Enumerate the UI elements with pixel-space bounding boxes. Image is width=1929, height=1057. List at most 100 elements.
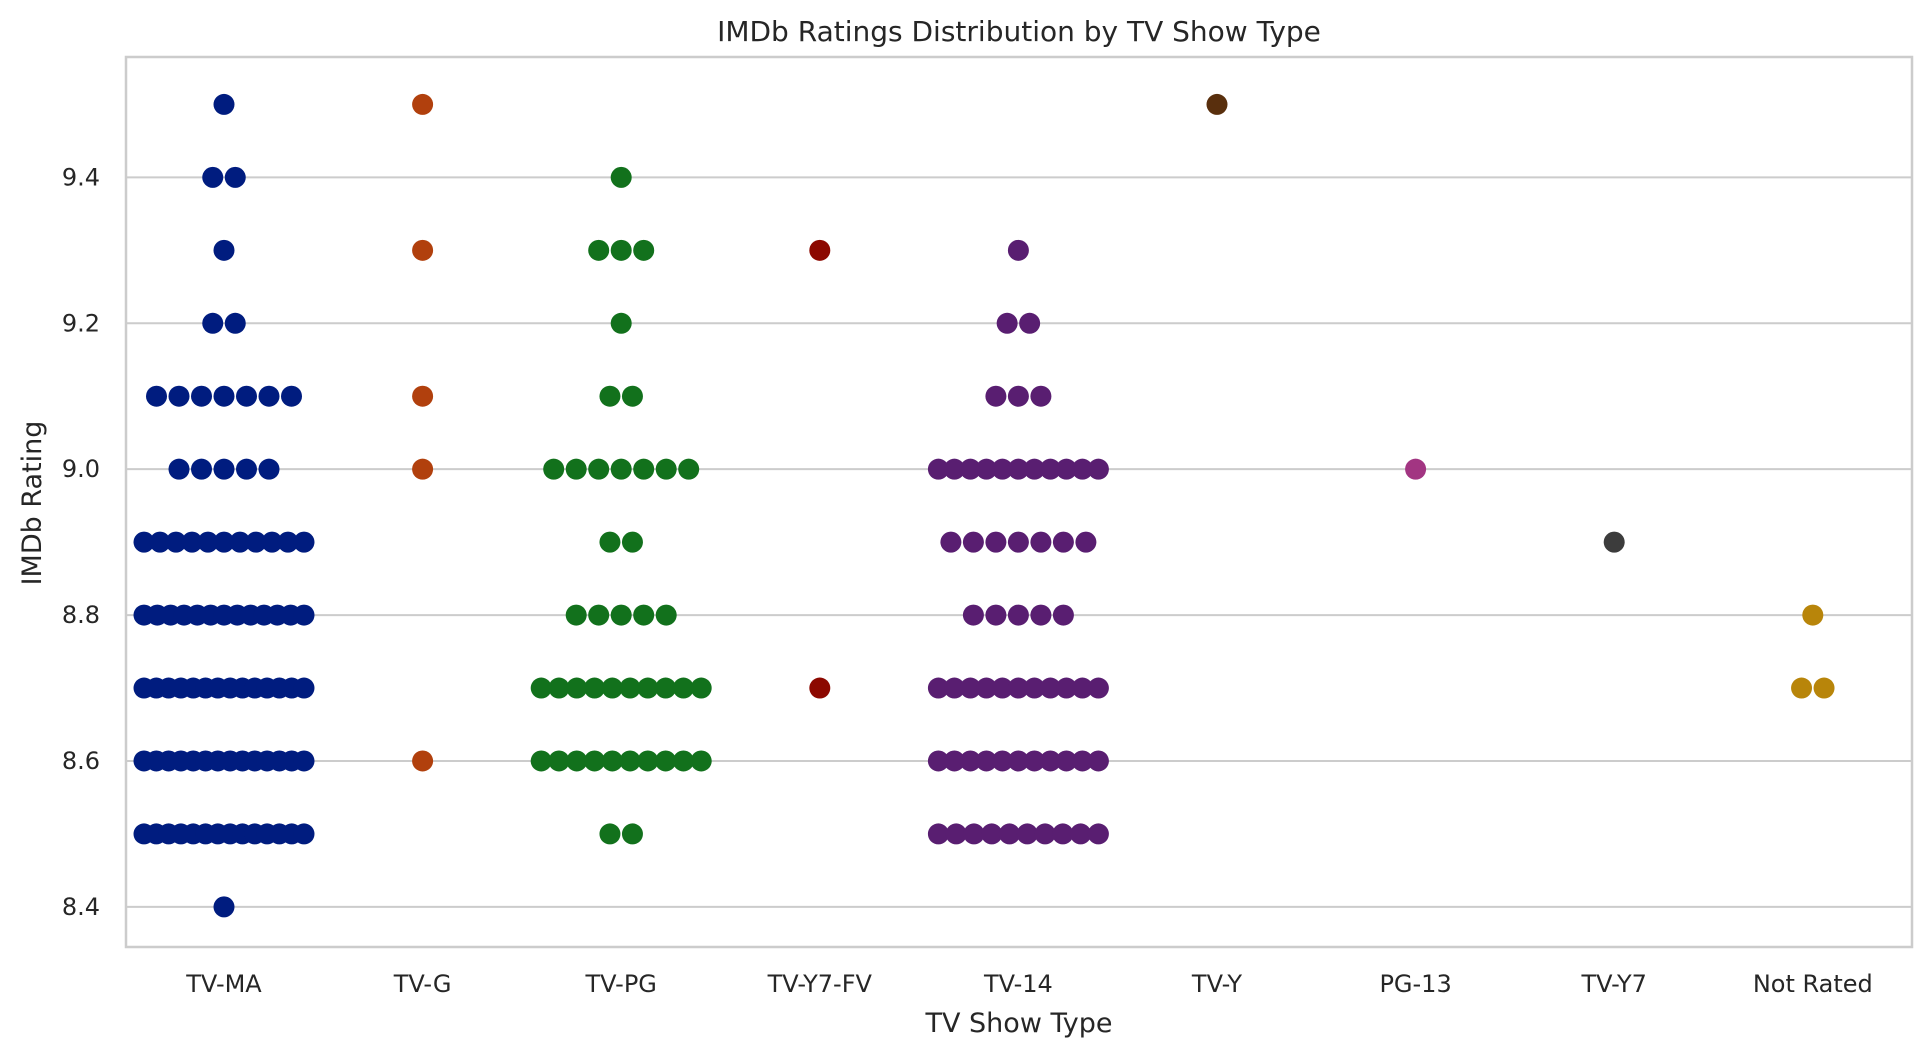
data-point <box>588 239 610 261</box>
y-tick-label: 9.4 <box>62 163 100 191</box>
data-point <box>213 896 235 918</box>
data-point <box>1052 531 1074 553</box>
data-point <box>1034 823 1056 845</box>
data-point <box>1055 458 1077 480</box>
plot-frame <box>124 55 1914 949</box>
data-point <box>945 823 967 845</box>
data-point <box>690 677 712 699</box>
data-point <box>655 677 677 699</box>
x-tick-label: TV-PG <box>584 970 656 998</box>
data-point <box>655 458 677 480</box>
data-point <box>261 531 283 553</box>
x-tick-label: TV-G <box>393 970 452 998</box>
x-tick-label: PG-13 <box>1379 970 1451 998</box>
data-point <box>1071 750 1093 772</box>
data-point <box>621 385 643 407</box>
data-point <box>168 458 190 480</box>
data-point <box>599 823 621 845</box>
data-point <box>1071 677 1093 699</box>
data-point <box>975 750 997 772</box>
data-point <box>191 458 212 480</box>
data-point <box>412 93 434 115</box>
chart-title: IMDb Ratings Distribution by TV Show Typ… <box>717 15 1321 48</box>
data-point <box>1007 677 1029 699</box>
data-point <box>412 458 434 480</box>
data-point <box>191 385 212 407</box>
data-point <box>1087 677 1109 699</box>
data-point <box>959 458 981 480</box>
data-point <box>1087 750 1109 772</box>
data-point <box>566 677 588 699</box>
data-point <box>610 604 632 626</box>
data-point <box>1055 677 1077 699</box>
data-point <box>610 458 632 480</box>
data-point <box>610 312 632 334</box>
data-point <box>1405 458 1427 480</box>
data-point <box>975 458 997 480</box>
data-point <box>991 750 1013 772</box>
data-point <box>963 823 985 845</box>
data-point <box>1070 823 1092 845</box>
data-point <box>1813 677 1835 699</box>
data-point <box>293 604 315 626</box>
data-point <box>927 750 949 772</box>
data-point <box>293 823 315 845</box>
data-point <box>1016 823 1038 845</box>
y-tick-label: 8.8 <box>62 601 100 629</box>
data-point <box>584 750 606 772</box>
data-point <box>1030 531 1052 553</box>
data-point <box>1087 823 1109 845</box>
data-point <box>1071 458 1093 480</box>
data-point <box>1039 458 1061 480</box>
data-point <box>655 750 677 772</box>
data-point <box>1052 823 1074 845</box>
data-point <box>610 239 632 261</box>
x-tick-label: TV-Y7-FV <box>767 970 873 998</box>
data-point <box>1023 458 1045 480</box>
data-point <box>281 385 302 407</box>
data-point <box>202 166 224 188</box>
data-point <box>975 677 997 699</box>
data-point <box>959 677 981 699</box>
data-point <box>927 677 949 699</box>
data-point <box>224 312 246 334</box>
data-point <box>996 312 1018 334</box>
data-point <box>991 677 1013 699</box>
data-point <box>619 677 641 699</box>
data-point <box>202 312 224 334</box>
data-point <box>213 385 235 407</box>
data-point <box>985 385 1007 407</box>
data-point <box>633 239 655 261</box>
data-point <box>610 166 632 188</box>
data-point <box>1075 531 1097 553</box>
data-point <box>236 458 257 480</box>
data-point <box>943 677 965 699</box>
data-point <box>1030 385 1052 407</box>
data-point <box>959 750 981 772</box>
y-axis-title: IMDb Rating <box>17 421 48 586</box>
data-point <box>981 823 1003 845</box>
data-point <box>213 531 235 553</box>
data-points <box>133 93 1835 918</box>
data-point <box>1055 750 1077 772</box>
data-point <box>1802 604 1824 626</box>
data-point <box>293 531 315 553</box>
data-point <box>258 385 280 407</box>
data-point <box>621 823 643 845</box>
y-tick-label: 9.2 <box>62 309 100 337</box>
data-point <box>1039 750 1061 772</box>
data-point <box>565 458 587 480</box>
data-point <box>530 750 552 772</box>
data-point <box>584 677 606 699</box>
data-point <box>943 458 965 480</box>
x-tick-label: TV-Y7 <box>1580 970 1646 998</box>
x-axis-title: TV Show Type <box>925 1008 1113 1039</box>
data-point <box>1007 385 1029 407</box>
x-tick-labels: TV-MA TV-G TV-PG TV-Y7-FV TV-14 TV-Y PG-13 TV-Y… <box>185 970 1873 998</box>
y-tick-label: 9.0 <box>62 455 100 483</box>
data-point <box>637 677 659 699</box>
data-point <box>809 677 831 699</box>
data-point <box>927 458 949 480</box>
data-point <box>1039 677 1061 699</box>
